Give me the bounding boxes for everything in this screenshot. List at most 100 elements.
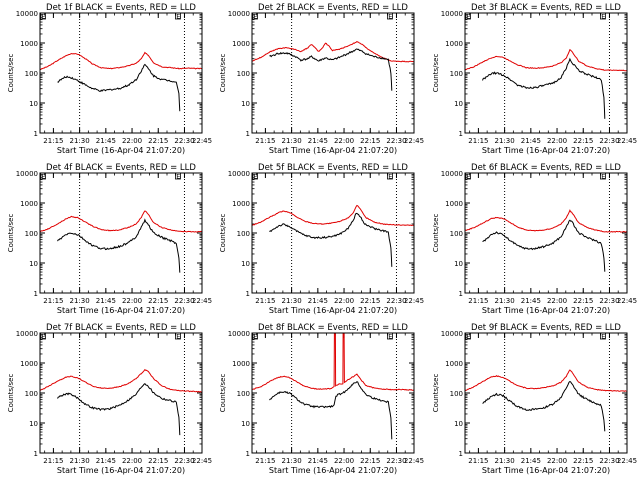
x-axis-label: Start Time (16-Apr-04 21:07:20) [269, 146, 397, 155]
interval-marker-label: E [176, 333, 180, 341]
y-tick-label: 100 [237, 70, 250, 78]
y-tick-label: 100 [450, 390, 463, 398]
lld-series-line [40, 210, 202, 233]
y-tick-label: 1000 [232, 360, 250, 368]
x-tick-label: 22:00 [547, 297, 567, 305]
panel-title: Det 7f BLACK = Events, RED = LLD [46, 323, 196, 333]
y-tick-label: 10000 [16, 170, 38, 178]
y-tick-label: 1000 [20, 40, 38, 48]
y-tick-label: 100 [237, 230, 250, 238]
x-tick-label: 22:15 [573, 137, 593, 145]
interval-marker-label: E [253, 333, 257, 341]
x-tick-label: 21:15 [255, 457, 275, 465]
y-tick-label: 1000 [232, 40, 250, 48]
x-axis-label: Start Time (16-Apr-04 21:07:20) [57, 466, 185, 475]
y-tick-label: 10000 [441, 170, 463, 178]
y-tick-label: 10 [241, 260, 250, 268]
plot-frame [464, 332, 628, 454]
x-tick-label: 22:15 [148, 297, 168, 305]
x-tick-label: 21:30 [495, 457, 515, 465]
y-axis-label: Counts/sec [432, 54, 440, 93]
x-tick-label: 21:15 [255, 297, 275, 305]
y-axis-label: Counts/sec [7, 214, 15, 253]
x-tick-label: 21:45 [521, 457, 541, 465]
plot-frame [39, 12, 203, 134]
x-tick-label: 21:30 [495, 137, 515, 145]
panel-title: Det 9f BLACK = Events, RED = LLD [471, 323, 621, 333]
panel-9: Det 9f BLACK = Events, RED = LLD Counts/s… [432, 323, 637, 475]
x-tick-label: 22:00 [122, 457, 142, 465]
y-tick-label: 10 [241, 100, 250, 108]
y-tick-label: 10000 [228, 10, 250, 18]
y-axis-label: Counts/sec [7, 54, 15, 93]
panel-6: Det 6f BLACK = Events, RED = LLD Counts/s… [432, 163, 637, 315]
y-tick-label: 100 [25, 70, 38, 78]
y-axis-label: Counts/sec [219, 374, 227, 413]
y-tick-label: 100 [450, 70, 463, 78]
interval-marker-label: E [41, 333, 45, 341]
x-axis-label: Start Time (16-Apr-04 21:07:20) [482, 466, 610, 475]
x-tick-label: 22:15 [148, 137, 168, 145]
x-axis-label: Start Time (16-Apr-04 21:07:20) [57, 146, 185, 155]
y-tick-label: 10000 [16, 10, 38, 18]
x-tick-label: 22:15 [360, 457, 380, 465]
x-tick-label: 21:15 [43, 137, 63, 145]
x-tick-label: 22:30 [386, 297, 406, 305]
panel-title: Det 5f BLACK = Events, RED = LLD [258, 163, 408, 173]
lld-series-line [465, 369, 627, 392]
events-series-line [57, 383, 181, 436]
y-tick-label: 1 [459, 450, 463, 458]
x-tick-label: 21:30 [282, 297, 302, 305]
x-tick-label: 22:00 [122, 137, 142, 145]
x-tick-label: 21:45 [96, 457, 116, 465]
x-tick-label: 22:15 [360, 137, 380, 145]
y-tick-label: 10 [454, 260, 463, 268]
lld-series-line [252, 204, 414, 227]
interval-marker-label: E [601, 13, 605, 21]
y-tick-label: 100 [237, 390, 250, 398]
plot-frame [251, 172, 415, 294]
panel-title: Det 1f BLACK = Events, RED = LLD [46, 3, 196, 13]
x-tick-label: 22:45 [404, 457, 424, 465]
interval-marker-label: E [41, 173, 45, 181]
interval-marker-label: E [601, 333, 605, 341]
y-tick-label: 1 [459, 130, 463, 138]
x-tick-label: 22:00 [547, 137, 567, 145]
y-tick-label: 10 [29, 100, 38, 108]
lld-series-line [40, 51, 202, 71]
x-axis-label: Start Time (16-Apr-04 21:07:20) [269, 466, 397, 475]
x-tick-label: 22:00 [334, 137, 354, 145]
x-tick-label: 22:45 [617, 457, 637, 465]
panel-title: Det 4f BLACK = Events, RED = LLD [46, 163, 196, 173]
x-tick-label: 21:45 [308, 137, 328, 145]
y-tick-label: 1 [246, 290, 250, 298]
y-tick-label: 1 [34, 450, 38, 458]
x-tick-label: 22:45 [192, 297, 212, 305]
panel-4: Det 4f BLACK = Events, RED = LLD Counts/s… [7, 163, 212, 315]
x-tick-label: 21:30 [70, 137, 90, 145]
x-tick-label: 22:15 [573, 297, 593, 305]
y-axis-label: Counts/sec [432, 374, 440, 413]
y-axis-label: Counts/sec [219, 214, 227, 253]
x-tick-label: 21:45 [521, 137, 541, 145]
x-axis-label: Start Time (16-Apr-04 21:07:20) [57, 306, 185, 315]
x-tick-label: 22:15 [148, 457, 168, 465]
y-axis-label: Counts/sec [432, 214, 440, 253]
plot-frame [464, 172, 628, 294]
interval-marker-label: E [388, 173, 392, 181]
x-tick-label: 21:30 [495, 297, 515, 305]
y-tick-label: 1000 [445, 40, 463, 48]
y-axis-label: Counts/sec [219, 54, 227, 93]
x-tick-label: 22:15 [573, 457, 593, 465]
x-tick-label: 22:45 [192, 457, 212, 465]
y-tick-label: 1 [34, 130, 38, 138]
x-tick-label: 21:15 [43, 457, 63, 465]
x-tick-label: 22:30 [174, 457, 194, 465]
interval-marker-label: E [466, 13, 470, 21]
x-tick-label: 21:30 [282, 457, 302, 465]
x-tick-label: 21:15 [43, 297, 63, 305]
x-tick-label: 21:15 [255, 137, 275, 145]
y-tick-label: 100 [25, 230, 38, 238]
y-tick-label: 10 [29, 260, 38, 268]
